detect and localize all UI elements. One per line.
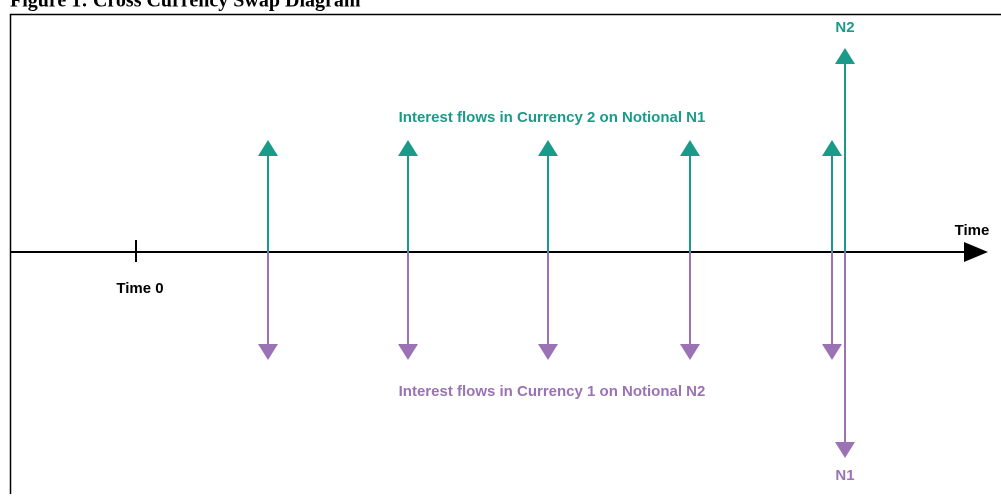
top-notional: N2 [835,19,854,36]
axis-label: Time [955,222,990,239]
origin-label: Time 0 [116,280,163,297]
title: Figure 1: Cross Currency Swap Diagram [10,0,361,12]
frame [11,15,1001,495]
bottom-notional: N1 [835,467,854,484]
bottom-label: Interest flows in Currency 1 on Notional… [399,383,706,400]
top-label: Interest flows in Currency 2 on Notional… [399,109,706,126]
